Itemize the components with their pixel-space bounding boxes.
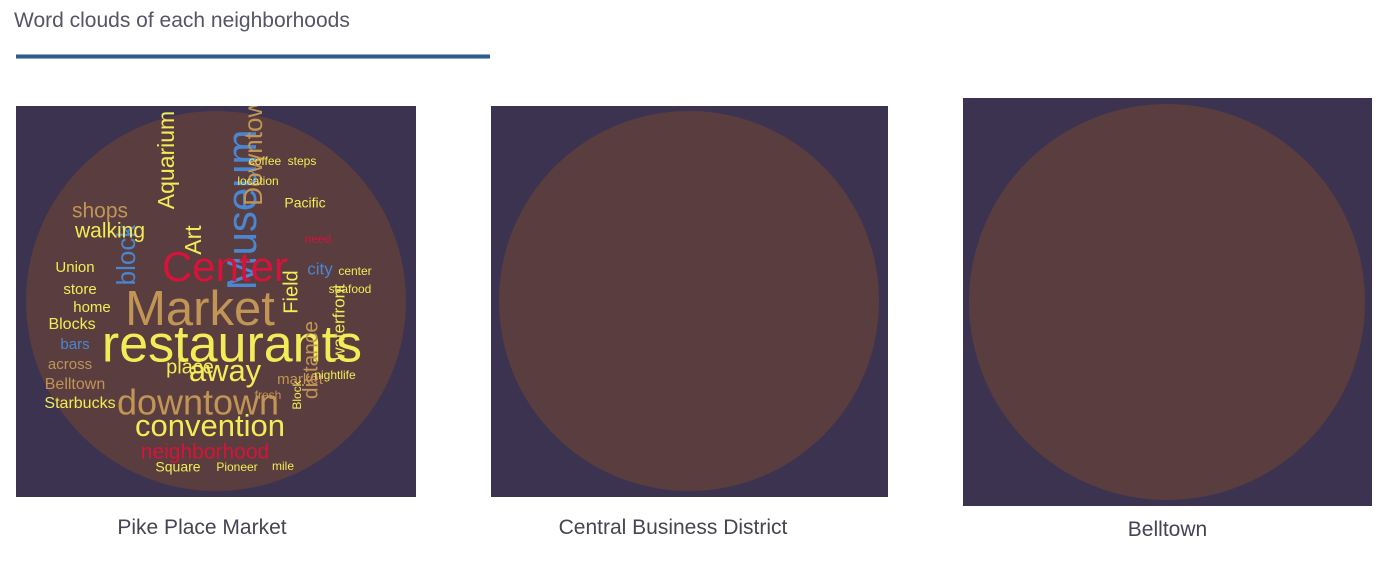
word-blocks: Blocks (48, 316, 95, 333)
word-pacific: Pacific (284, 195, 325, 211)
word-city: city (307, 259, 333, 278)
word-coffee: coffee (249, 154, 282, 168)
word-place: place (166, 356, 214, 378)
word-block: block (111, 224, 141, 286)
word-shops: shops (72, 200, 128, 223)
word-convention: convention (135, 408, 285, 443)
word-belltown: Belltown (45, 376, 105, 393)
word-market: Market (125, 282, 275, 336)
word-center: center (338, 264, 371, 278)
word-nightlife: nightlife (314, 368, 356, 382)
word-cloud-belltown: CenterMarketNeedleawaywalkminuteareajust… (963, 98, 1372, 506)
word-block: Block (290, 379, 304, 409)
page-title: Word clouds of each neighborhoods (14, 9, 350, 32)
word-art: Art (180, 225, 206, 255)
word-cloud-canvas: CenterMarketNeedleawaywalkminuteareajust… (969, 104, 1365, 500)
caption-pike-place-market: Pike Place Market (117, 516, 287, 539)
word-home: home (73, 299, 111, 316)
caption-central-business-district: Central Business District (558, 516, 788, 539)
word-field: Field (280, 270, 302, 313)
word-walking: walking (74, 220, 145, 243)
word-market: market (277, 371, 324, 388)
word-starbucks: Starbucks (44, 395, 115, 412)
word-pioneer: Pioneer (216, 460, 257, 474)
word-location: location (237, 174, 278, 188)
word-center: Center (162, 243, 288, 290)
word-mile: mile (272, 459, 294, 473)
word-cloud-disc (969, 104, 1365, 500)
word-downtown: downtown (117, 382, 279, 423)
word-distance: distance (300, 321, 323, 399)
word-neighborhood: neighborhood (141, 441, 269, 464)
word-bars: bars (60, 336, 89, 353)
word-waterfront: waterfront (329, 284, 348, 361)
word-seafood: seafood (329, 282, 372, 296)
word-steps: steps (288, 154, 317, 168)
word-cloud-central-business-district: MarketCenterSpacewalkMusicminutewaterfro… (491, 106, 888, 497)
word-need: need (305, 232, 332, 246)
word-across: across (48, 356, 92, 373)
word-cloud-disc (26, 111, 406, 491)
word-fresh: fresh (255, 388, 282, 402)
word-downtown: Downtown (238, 106, 268, 206)
caption-belltown: Belltown (1127, 518, 1208, 541)
word-union: Union (55, 259, 94, 276)
word-restaurants: restaurants (102, 316, 362, 374)
word-aquarium: Aquarium (153, 111, 179, 209)
word-museum: Museum (218, 129, 265, 290)
word-store: store (63, 281, 96, 298)
word-cloud-canvas: MarketCenterSpacewalkMusicminutewaterfro… (499, 111, 879, 491)
title-underline (16, 54, 490, 59)
word-square: Square (155, 459, 200, 475)
word-cloud-disc (499, 111, 879, 491)
word-away: away (189, 353, 262, 388)
word-cloud-pike-place-market: restaurants Market Museum Center downtown con… (16, 106, 416, 497)
